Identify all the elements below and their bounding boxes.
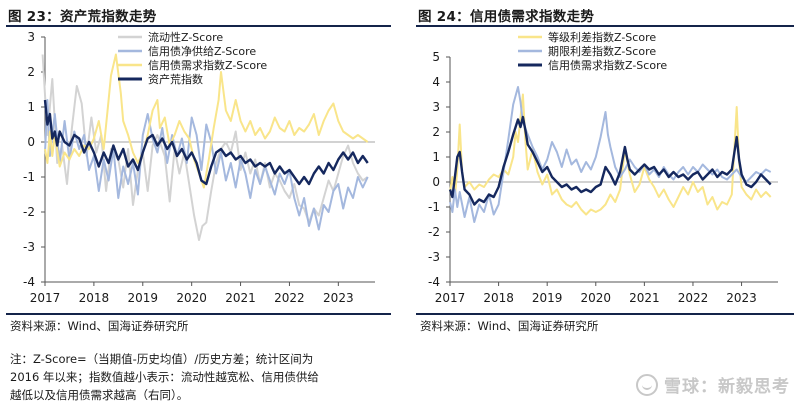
watermark: 雪球：新毅思考	[636, 372, 790, 397]
y-tick-label: -1	[428, 200, 440, 214]
x-tick-label: 2022	[678, 291, 709, 305]
y-tick-label: -4	[23, 275, 35, 289]
snowball-logo-icon	[636, 373, 658, 396]
source-note-right: 资料来源：Wind、国海证券研究所	[420, 319, 599, 333]
notes-line: 注：Z-Score=（当期值-历史均值）/历史方差；统计区间为	[10, 352, 314, 366]
x-tick-label: 2022	[274, 291, 305, 305]
series-line-3	[448, 115, 772, 206]
notes-line: 越低以及信用债需求越高（右同）。	[10, 388, 189, 402]
series-line-4	[43, 99, 369, 186]
y-tick-label: 5	[432, 50, 440, 64]
chart-title-right: 图 24：信用债需求指数走势	[418, 9, 595, 25]
title-rule-left	[6, 25, 391, 27]
series-line-1	[449, 93, 772, 216]
legend-label: 信用债需求指数Z-Score	[148, 58, 267, 72]
legend-label: 等级利差指数Z-Score	[548, 30, 656, 44]
chart-left: 3 2 1 0 -1 -2 -3 -4 2017 2018 2019 2020 2021 2022 2023…	[23, 30, 375, 305]
x-tick-label: 2021	[629, 291, 660, 305]
source-rule-left	[6, 313, 391, 315]
watermark-text: 雪球：新毅思考	[664, 377, 790, 397]
y-tick-label: -1	[23, 170, 35, 184]
legend-label: 信用债净供给Z-Score	[148, 44, 256, 58]
x-tick-label: 2018	[79, 291, 110, 305]
y-tick-label: 0	[432, 175, 440, 189]
y-tick-label: -3	[428, 250, 440, 264]
x-tick-label: 2021	[225, 291, 256, 305]
x-tick-label: 2020	[176, 291, 207, 305]
legend-label: 期限利差指数Z-Score	[548, 44, 656, 58]
x-tick-label: 2019	[128, 291, 159, 305]
y-tick-label: -4	[428, 275, 440, 289]
x-tick-label: 2023	[726, 291, 757, 305]
legend-label: 资产荒指数	[148, 72, 203, 86]
x-tick-label: 2019	[532, 291, 563, 305]
legend-label: 流动性Z-Score	[148, 30, 223, 44]
y-tick-label: 1	[27, 100, 35, 114]
notes-block: 注：Z-Score=（当期值-历史均值）/历史方差；统计区间为 2016 年以来…	[10, 350, 410, 404]
legend-label: 信用债需求指数Z-Score	[548, 58, 667, 72]
x-tick-label: 2017	[435, 291, 466, 305]
y-tick-label: 3	[27, 30, 35, 44]
y-tick-label: 0	[27, 135, 35, 149]
y-tick-label: -2	[428, 225, 440, 239]
x-tick-label: 2020	[581, 291, 612, 305]
y-tick-label: -2	[23, 205, 35, 219]
y-tick-label: 3	[432, 100, 440, 114]
chart-right: 5 4 3 2 1 0 -1 -2 -3 -4 2017 2018 2019 2020 2021 2022 20…	[428, 30, 778, 305]
y-tick-label: 1	[432, 150, 440, 164]
source-note-left: 资料来源：Wind、国海证券研究所	[10, 319, 189, 333]
source-rule-right	[416, 313, 794, 315]
x-tick-label: 2023	[323, 291, 354, 305]
chart-title-left: 图 23：资产荒指数走势	[8, 9, 157, 25]
x-tick-label: 2017	[30, 291, 61, 305]
notes-line: 2016 年以来；指数值越小表示：流动性越宽松、信用债供给	[10, 370, 319, 384]
x-tick-label: 2018	[483, 291, 514, 305]
series-line-2	[44, 99, 369, 231]
y-tick-label: 2	[432, 125, 440, 139]
y-tick-label: 4	[432, 75, 440, 89]
y-tick-label: -3	[23, 240, 35, 254]
y-tick-label: 2	[27, 65, 35, 79]
title-rule-right	[416, 25, 794, 27]
